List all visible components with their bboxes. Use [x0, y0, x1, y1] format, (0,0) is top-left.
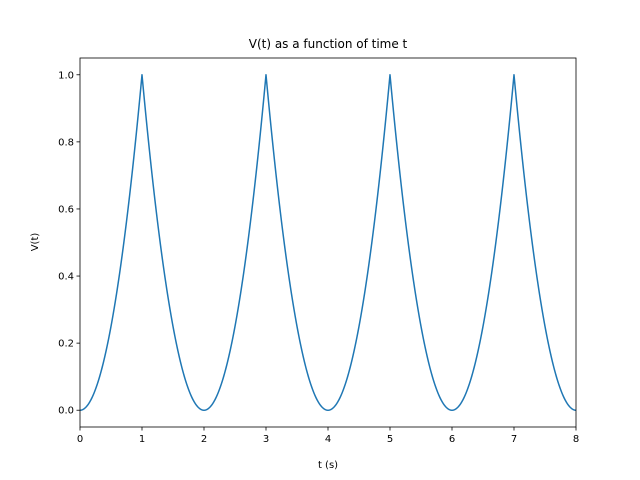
x-tick-label: 3 [263, 434, 269, 445]
x-tick-label: 4 [325, 434, 331, 445]
chart-title: V(t) as a function of time t [249, 37, 408, 51]
y-tick-label: 0.4 [58, 272, 74, 283]
x-tick-label: 0 [77, 434, 83, 445]
y-tick-label: 0.2 [58, 339, 74, 350]
y-axis-label: V(t) [30, 233, 41, 252]
series-line [79, 74, 577, 411]
plot-area: 0 1 2 3 4 5 6 7 8 0.0 0.2 0.4 0.6 0.8 1.0 [58, 57, 579, 445]
x-tick-label: 8 [573, 434, 579, 445]
y-tick-label: 1.0 [58, 70, 74, 81]
x-tick-label: 5 [387, 434, 393, 445]
x-tick-label: 2 [201, 434, 207, 445]
x-axis-label: t (s) [318, 460, 338, 471]
y-tick-label: 0.8 [58, 137, 74, 148]
y-tick-label: 0.0 [58, 406, 74, 417]
x-tick-label: 6 [449, 434, 455, 445]
x-tick-label: 1 [139, 434, 145, 445]
y-tick-label: 0.6 [58, 204, 74, 215]
x-tick-label: 7 [511, 434, 517, 445]
